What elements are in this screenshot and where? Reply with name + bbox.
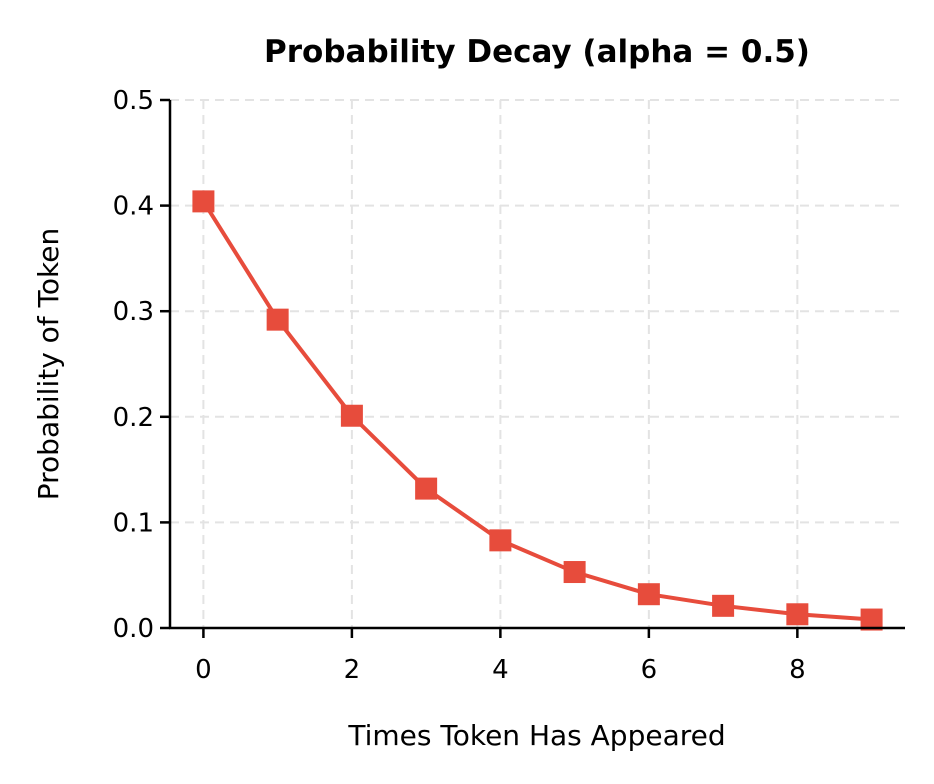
data-point-marker bbox=[266, 308, 289, 331]
x-tick-label: 0 bbox=[195, 655, 212, 685]
x-axis-label: Times Token Has Appeared bbox=[347, 719, 725, 752]
data-point-marker bbox=[489, 529, 512, 552]
y-tick-label: 0.0 bbox=[113, 614, 154, 644]
x-tick-label: 2 bbox=[344, 655, 361, 685]
series-line bbox=[201, 200, 872, 622]
data-point-marker bbox=[860, 608, 883, 631]
x-tick-label: 8 bbox=[789, 655, 806, 685]
y-tick-label: 0.1 bbox=[113, 508, 154, 538]
data-point-marker bbox=[340, 404, 363, 427]
data-point-marker bbox=[192, 190, 215, 213]
y-tick-label: 0.5 bbox=[113, 86, 154, 116]
x-tick-label: 6 bbox=[641, 655, 658, 685]
axes: 0 2 4 6 8 0.0 0.1 0.2 0.3 0.4 0.5 bbox=[113, 86, 905, 685]
data-point-marker bbox=[712, 594, 735, 617]
data-point-marker bbox=[786, 603, 809, 626]
data-point-marker bbox=[563, 561, 586, 584]
y-tick-label: 0.2 bbox=[113, 403, 154, 433]
y-tick-label: 0.3 bbox=[113, 297, 154, 327]
data-series bbox=[192, 190, 883, 631]
x-tick-label: 4 bbox=[492, 655, 509, 685]
y-tick-label: 0.4 bbox=[113, 192, 154, 222]
data-point-marker bbox=[415, 477, 438, 500]
y-axis-label: Probability of Token bbox=[32, 228, 65, 500]
grid-lines bbox=[170, 99, 905, 629]
data-point-marker bbox=[637, 583, 660, 606]
chart-title: Probability Decay (alpha = 0.5) bbox=[264, 34, 810, 70]
